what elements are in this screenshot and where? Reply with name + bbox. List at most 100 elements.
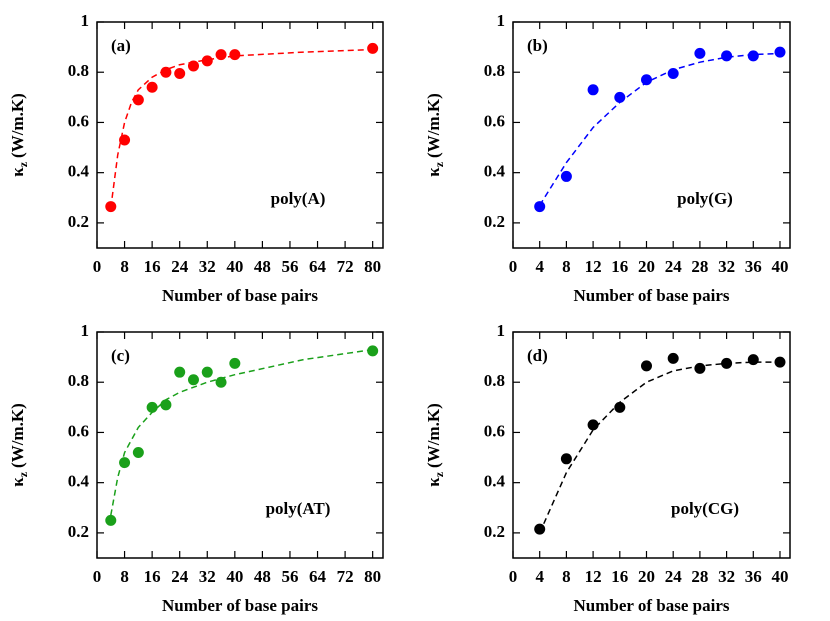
x-tick-label: 12	[585, 257, 602, 276]
y-tick-label: 0.6	[68, 111, 89, 130]
y-tick-label: 0.8	[484, 61, 505, 80]
data-point	[187, 60, 199, 72]
data-point	[640, 74, 652, 86]
fit-curve	[539, 52, 781, 206]
y-tick-label: 0.2	[484, 212, 505, 231]
data-point	[174, 67, 186, 79]
panel-label: (d)	[527, 346, 548, 365]
data-point	[201, 55, 213, 67]
x-tick-label: 28	[691, 567, 708, 586]
y-axis-label: κz (W/m.K)	[424, 403, 446, 486]
data-point	[667, 67, 679, 79]
x-axis-label: Number of base pairs	[574, 596, 730, 615]
annotation: poly(G)	[677, 189, 733, 208]
y-axis-unit: (W/m.K)	[424, 403, 443, 468]
data-point	[215, 49, 227, 61]
y-tick-label: 0.2	[68, 522, 89, 541]
x-tick-label: 32	[718, 257, 735, 276]
x-tick-label: 8	[562, 257, 571, 276]
data-point	[721, 357, 733, 369]
y-axis-label: κz (W/m.K)	[424, 93, 446, 176]
annotation: poly(CG)	[671, 499, 739, 518]
x-tick-label: 56	[281, 567, 298, 586]
x-tick-label: 72	[337, 567, 354, 586]
x-tick-label: 0	[509, 567, 518, 586]
y-axis-label: κz (W/m.K)	[8, 93, 30, 176]
plot-frame	[96, 331, 384, 559]
x-tick-label: 4	[535, 257, 544, 276]
data-point	[774, 356, 786, 368]
data-point	[367, 345, 379, 357]
x-tick-label: 48	[254, 567, 271, 586]
y-axis-unit: (W/m.K)	[8, 93, 27, 158]
y-tick-label: 0.6	[484, 421, 505, 440]
x-tick-label: 24	[665, 567, 683, 586]
y-tick-label: 0.8	[68, 61, 89, 80]
x-tick-label: 24	[171, 567, 189, 586]
x-tick-label: 24	[665, 257, 683, 276]
x-tick-label: 8	[120, 257, 129, 276]
data-point	[160, 66, 172, 78]
x-tick-label: 20	[638, 567, 655, 586]
x-tick-label: 64	[309, 567, 327, 586]
x-tick-label: 20	[638, 257, 655, 276]
y-axis-unit: (W/m.K)	[424, 93, 443, 158]
y-axis-subscript: z	[432, 161, 446, 167]
x-tick-label: 24	[171, 257, 189, 276]
data-point	[201, 366, 213, 378]
fit-curve	[110, 48, 373, 208]
x-tick-label: 40	[226, 257, 243, 276]
y-tick-label: 0.2	[68, 212, 89, 231]
y-axis-subscript: z	[16, 161, 30, 167]
y-axis-symbol: κ	[8, 477, 27, 487]
y-tick-label: 0.8	[68, 371, 89, 390]
x-tick-label: 32	[199, 257, 216, 276]
annotation: poly(A)	[271, 189, 326, 208]
x-tick-label: 80	[364, 567, 381, 586]
data-point	[146, 401, 158, 413]
x-tick-label: 12	[585, 567, 602, 586]
x-tick-label: 36	[745, 567, 762, 586]
data-point	[667, 352, 679, 364]
y-tick-label: 0.6	[484, 111, 505, 130]
x-axis-label: Number of base pairs	[574, 286, 730, 305]
data-point	[614, 91, 626, 103]
data-point	[119, 457, 131, 469]
data-point	[640, 360, 652, 372]
data-point	[132, 447, 144, 459]
y-axis-unit: (W/m.K)	[8, 403, 27, 468]
x-tick-label: 4	[535, 567, 544, 586]
y-axis-symbol: κ	[424, 167, 443, 177]
x-tick-label: 16	[144, 257, 161, 276]
data-point	[774, 46, 786, 58]
data-point	[132, 94, 144, 106]
y-tick-label: 0.4	[68, 472, 90, 491]
y-axis-symbol: κ	[424, 477, 443, 487]
x-tick-label: 48	[254, 257, 271, 276]
panel-label: (c)	[111, 346, 130, 365]
y-tick-label: 0.6	[68, 421, 89, 440]
y-tick-label: 1	[497, 11, 506, 30]
data-point	[174, 366, 186, 378]
data-point	[560, 170, 572, 182]
x-tick-label: 0	[509, 257, 518, 276]
y-tick-label: 0.8	[484, 371, 505, 390]
data-point	[119, 134, 131, 146]
x-axis-label: Number of base pairs	[162, 596, 318, 615]
data-point	[367, 42, 379, 54]
y-tick-label: 1	[81, 11, 90, 30]
fit-curve	[539, 361, 780, 534]
data-point	[747, 354, 759, 366]
x-tick-label: 72	[337, 257, 354, 276]
x-tick-label: 16	[611, 257, 628, 276]
y-tick-label: 1	[81, 321, 90, 340]
data-point	[721, 50, 733, 62]
x-tick-label: 80	[364, 257, 381, 276]
data-point	[105, 201, 117, 213]
data-point	[587, 419, 599, 431]
x-tick-label: 8	[562, 567, 571, 586]
x-tick-label: 8	[120, 567, 129, 586]
panel-label: (a)	[111, 36, 131, 55]
data-point	[534, 523, 546, 535]
